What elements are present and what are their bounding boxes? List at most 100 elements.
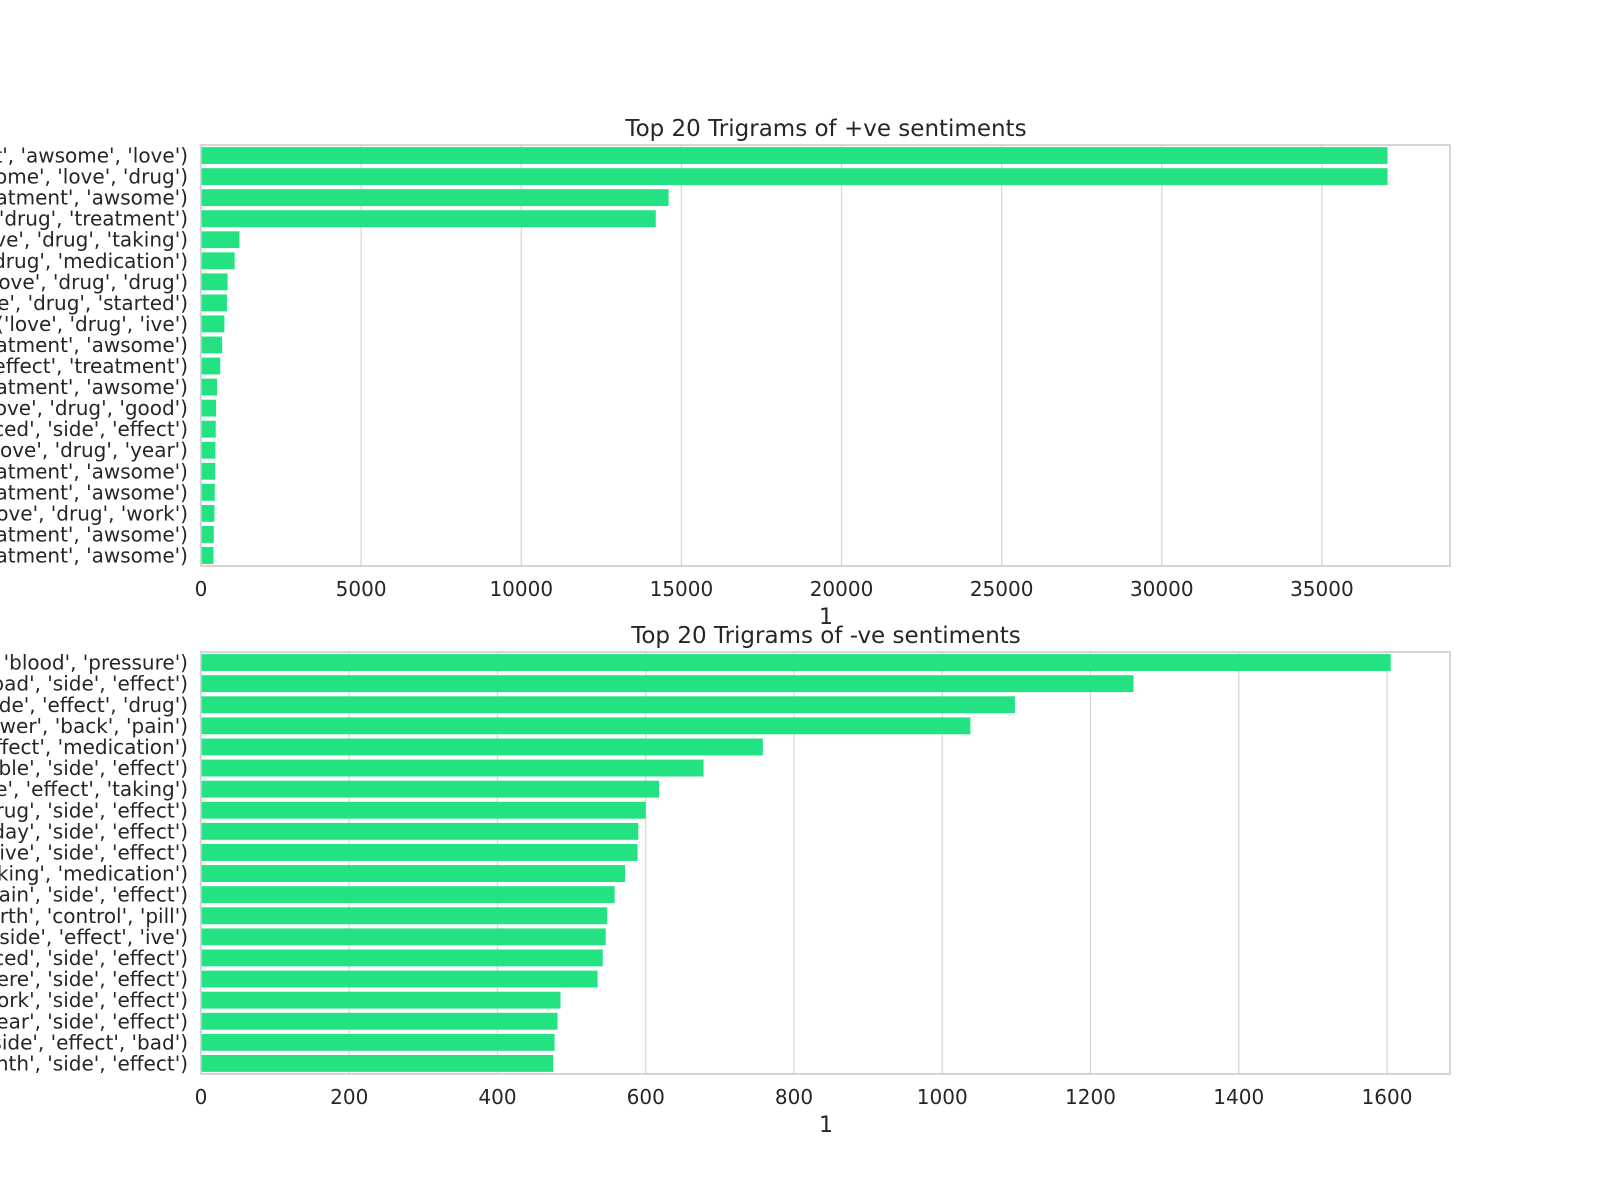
x-tick-label: 10000 xyxy=(489,577,553,601)
x-tick-label: 30000 xyxy=(1130,577,1194,601)
x-tick-label: 1000 xyxy=(917,1085,968,1109)
y-tick-label: atment', 'awsome') xyxy=(0,333,188,357)
bar xyxy=(201,949,603,967)
y-tick-label: wer', 'back', 'pain') xyxy=(0,714,188,738)
x-tick-label: 800 xyxy=(775,1085,813,1109)
y-tick-labels: 'blood', 'pressure')bad', 'side', 'effec… xyxy=(0,651,188,1076)
y-tick-label: pain', 'side', 'effect') xyxy=(0,883,188,907)
bars xyxy=(201,147,1388,564)
x-tick-label: 200 xyxy=(330,1085,368,1109)
bar xyxy=(201,441,216,459)
y-tick-label: 'drug', 'treatment') xyxy=(0,207,188,231)
x-tick-label: 0 xyxy=(195,577,208,601)
y-tick-label: ere', 'side', 'effect') xyxy=(0,967,188,991)
x-tick-label: 400 xyxy=(478,1085,516,1109)
bar xyxy=(201,547,214,564)
bar xyxy=(201,1012,558,1030)
y-tick-label: effect', 'treatment') xyxy=(0,354,188,378)
bar xyxy=(201,231,240,249)
x-gridlines xyxy=(360,145,1323,566)
y-tick-label: atment', 'awsome') xyxy=(0,543,188,567)
bar xyxy=(201,189,669,207)
y-tick-label: king', 'medication') xyxy=(0,862,188,886)
x-gridlines xyxy=(348,652,1388,1074)
y-tick-label: ear', 'side', 'effect') xyxy=(0,1009,188,1033)
y-tick-label: 'side', 'effect', 'ive') xyxy=(0,925,188,949)
y-tick-label: 'blood', 'pressure') xyxy=(4,651,188,675)
y-tick-label: nth', 'side', 'effect') xyxy=(0,1051,188,1075)
bar xyxy=(201,420,216,438)
y-tick-label: love', 'drug', 'drug') xyxy=(0,270,188,294)
chart-title: Top 20 Trigrams of +ve sentiments xyxy=(624,116,1026,142)
y-tick-label: day', 'side', 'effect') xyxy=(0,819,188,843)
x-tick-label: 1400 xyxy=(1213,1085,1264,1109)
bar xyxy=(201,1055,554,1072)
chart-negative-trigrams: Top 20 Trigrams of -ve sentiments 'blood… xyxy=(0,623,1451,1138)
bar xyxy=(201,336,223,354)
y-tick-label: ffect', 'medication') xyxy=(0,735,188,759)
y-tick-label: ome', 'love', 'drug') xyxy=(0,165,188,189)
bar xyxy=(201,738,763,756)
y-tick-label: atment', 'awsome') xyxy=(0,375,188,399)
y-tick-label: side', 'effect', 'bad') xyxy=(0,1030,188,1054)
y-tick-label: ove', 'drug', 'work') xyxy=(0,501,188,525)
chart-title: Top 20 Trigrams of -ve sentiments xyxy=(630,623,1021,649)
bar xyxy=(201,1033,555,1051)
bar xyxy=(201,654,1391,671)
bar xyxy=(201,991,561,1009)
y-tick-label: ible', 'side', 'effect') xyxy=(0,756,188,780)
y-tick-label: drug', 'medication') xyxy=(0,249,188,273)
bar xyxy=(201,147,1388,164)
y-tick-label: atment', 'awsome') xyxy=(0,480,188,504)
x-tick-label: 15000 xyxy=(650,577,714,601)
y-tick-label: atment', 'awsome') xyxy=(0,522,188,546)
x-tick-labels: 0 200 400 600 800 1000 1200 1400 1600 xyxy=(195,1085,1413,1109)
x-tick-labels: 0 5000 10000 15000 20000 25000 30000 35000 xyxy=(195,577,1354,601)
bar xyxy=(201,399,217,417)
bar xyxy=(201,907,608,925)
bars xyxy=(201,654,1391,1072)
y-tick-labels: t', 'awsome', 'love')ome', 'love', 'drug… xyxy=(0,144,188,568)
y-tick-label: ('love', 'drug', 'ive') xyxy=(0,312,188,336)
y-tick-label: t', 'awsome', 'love') xyxy=(0,144,188,168)
y-tick-label: ced', 'side', 'effect') xyxy=(0,417,188,441)
x-tick-label: 25000 xyxy=(970,577,1034,601)
bar xyxy=(201,928,606,946)
bar xyxy=(201,462,216,480)
y-tick-label: ced', 'side', 'effect') xyxy=(0,946,188,970)
plot-frame xyxy=(200,651,1451,1075)
x-tick-label: 600 xyxy=(627,1085,665,1109)
y-tick-label: rug', 'side', 'effect') xyxy=(0,798,188,822)
bar xyxy=(201,801,646,819)
y-tick-label: ve', 'drug', 'taking') xyxy=(0,228,188,252)
bar xyxy=(201,780,660,798)
x-axis-label: 1 xyxy=(819,605,833,630)
x-tick-label: 35000 xyxy=(1290,577,1354,601)
x-tick-label: 5000 xyxy=(336,577,387,601)
y-tick-label: atment', 'awsome') xyxy=(0,459,188,483)
bar xyxy=(201,696,1015,714)
x-tick-label: 20000 xyxy=(810,577,874,601)
bar xyxy=(201,273,228,291)
bar xyxy=(201,357,221,375)
x-axis-label: 1 xyxy=(819,1113,833,1138)
y-tick-label: e', 'drug', 'started') xyxy=(0,291,188,315)
y-tick-label: ork', 'side', 'effect') xyxy=(0,988,188,1012)
y-tick-label: irth', 'control', 'pill') xyxy=(0,904,188,928)
bar xyxy=(201,865,625,882)
bar xyxy=(201,759,704,777)
bar xyxy=(201,378,218,396)
bar xyxy=(201,315,225,333)
x-tick-label: 0 xyxy=(195,1085,208,1109)
bar xyxy=(201,675,1134,693)
bar xyxy=(201,844,638,861)
plot-frame xyxy=(200,144,1451,567)
bar xyxy=(201,970,598,988)
y-tick-label: le', 'effect', 'taking') xyxy=(0,777,188,801)
bar xyxy=(201,504,215,522)
y-tick-label: tive', 'side', 'effect') xyxy=(0,840,188,864)
bar xyxy=(201,168,1388,185)
x-tick-label: 1600 xyxy=(1362,1085,1413,1109)
y-tick-label: bad', 'side', 'effect') xyxy=(0,672,188,696)
